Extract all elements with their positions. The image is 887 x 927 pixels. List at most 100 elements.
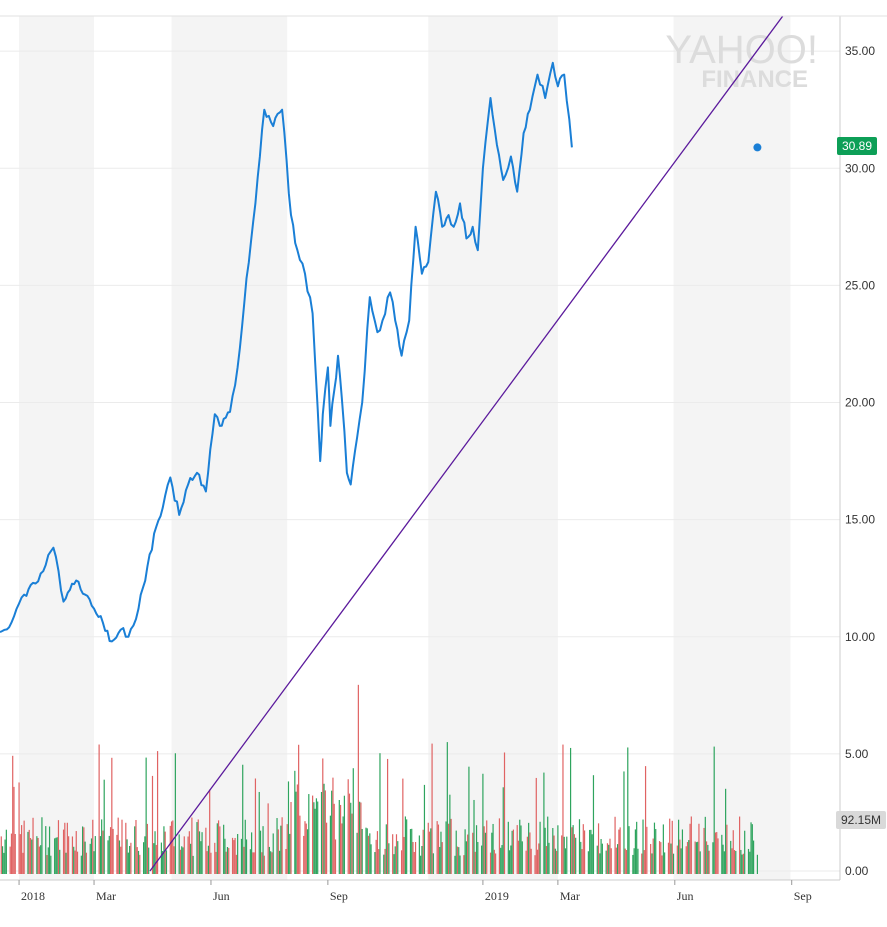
volume-bar	[183, 836, 185, 874]
volume-bar	[237, 834, 239, 874]
volume-bar	[357, 684, 359, 874]
volume-bar	[428, 831, 431, 874]
volume-bar	[395, 834, 398, 874]
volume-bar	[409, 829, 412, 874]
volume-bar	[210, 852, 212, 874]
volume-bar	[313, 802, 315, 874]
volume-bar	[591, 834, 593, 874]
volume-bar	[370, 844, 372, 874]
volume-bar	[64, 822, 66, 874]
volume-bar	[481, 845, 483, 874]
volume-bar	[322, 758, 324, 874]
volume-bar	[196, 822, 198, 874]
volume-bar	[439, 846, 441, 874]
volume-bar	[103, 779, 105, 874]
y-tick-label: 15.00	[845, 513, 875, 527]
volume-bar	[680, 848, 682, 874]
volume-bar	[446, 742, 448, 874]
volume-bar	[627, 747, 629, 874]
volume-bar	[234, 837, 236, 874]
volume-bar	[130, 842, 132, 874]
volume-bar	[534, 855, 536, 874]
volume-bar	[575, 837, 577, 874]
volume-bar	[333, 803, 335, 874]
watermark-line1: YAHOO!	[665, 28, 818, 72]
volume-bar	[650, 843, 652, 874]
volume-bar	[554, 848, 556, 874]
volume-bar	[116, 834, 118, 874]
volume-bar	[205, 827, 207, 874]
volume-bar	[154, 831, 156, 874]
volume-bar	[572, 825, 574, 874]
volume-bar	[716, 832, 718, 874]
volume-bar	[474, 851, 476, 874]
volume-bar	[530, 848, 532, 874]
volume-bar	[609, 838, 611, 874]
volume-bar	[41, 817, 43, 874]
volume-bar	[519, 819, 521, 874]
volume-bar	[641, 853, 643, 874]
volume-bar	[3, 852, 5, 874]
volume-bar	[704, 816, 706, 874]
volume-bar	[182, 847, 184, 874]
volume-bar	[231, 837, 234, 874]
volume-bar	[589, 829, 591, 874]
volume-bar	[730, 840, 732, 874]
volume-bar	[688, 840, 690, 874]
volume-bar	[170, 821, 173, 874]
volume-bar	[1, 846, 4, 874]
volume-bar	[651, 853, 653, 874]
volume-bar	[667, 842, 670, 874]
last-price-badge-bg	[837, 137, 877, 155]
volume-bar	[207, 845, 210, 874]
volume-bar	[65, 852, 67, 874]
volume-bar	[306, 829, 309, 874]
volume-bar	[712, 842, 714, 874]
volume-bar	[423, 784, 426, 874]
volume-bar	[671, 820, 673, 874]
volume-bar	[502, 787, 504, 874]
volume-bar	[118, 840, 121, 874]
volume-bar	[228, 847, 230, 874]
shaded-band-3	[673, 16, 791, 880]
volume-bar	[83, 827, 85, 874]
volume-bar	[547, 816, 549, 874]
volume-bar	[164, 831, 166, 874]
volume-bar	[0, 836, 2, 874]
volume-bar	[681, 829, 684, 874]
price-line	[0, 61, 573, 643]
volume-bar	[143, 842, 145, 874]
y-tick-label: 0.00	[845, 864, 869, 878]
volume-bar	[619, 827, 621, 874]
volume-bar	[375, 839, 377, 874]
volume-bar	[214, 842, 216, 874]
volume-bar	[374, 852, 376, 874]
volume-bar	[351, 813, 353, 874]
volume-bar	[581, 849, 583, 874]
shaded-band-0	[19, 16, 95, 880]
volume-bar	[644, 766, 647, 874]
volume-bar	[454, 855, 456, 874]
volume-bar	[450, 818, 452, 874]
volume-bar	[564, 848, 567, 874]
volume-bar	[172, 820, 174, 874]
volume-bar	[188, 831, 190, 874]
volume-bar	[111, 757, 113, 874]
volume-bar	[89, 843, 91, 874]
volume-bar	[615, 847, 617, 874]
volume-bar	[278, 850, 281, 874]
volume-bar	[637, 848, 639, 874]
volume-bar	[29, 837, 32, 874]
volume-bar	[197, 819, 199, 874]
volume-bar	[57, 820, 60, 874]
volume-bar	[31, 839, 33, 874]
volume-bar	[414, 841, 417, 874]
volume-bar	[744, 830, 746, 874]
volume-bar	[686, 841, 689, 874]
volume-bar	[465, 841, 467, 874]
volume-bar	[253, 852, 255, 874]
volume-bar	[102, 830, 104, 874]
volume-bar	[285, 848, 287, 874]
volume-bar	[144, 836, 146, 874]
